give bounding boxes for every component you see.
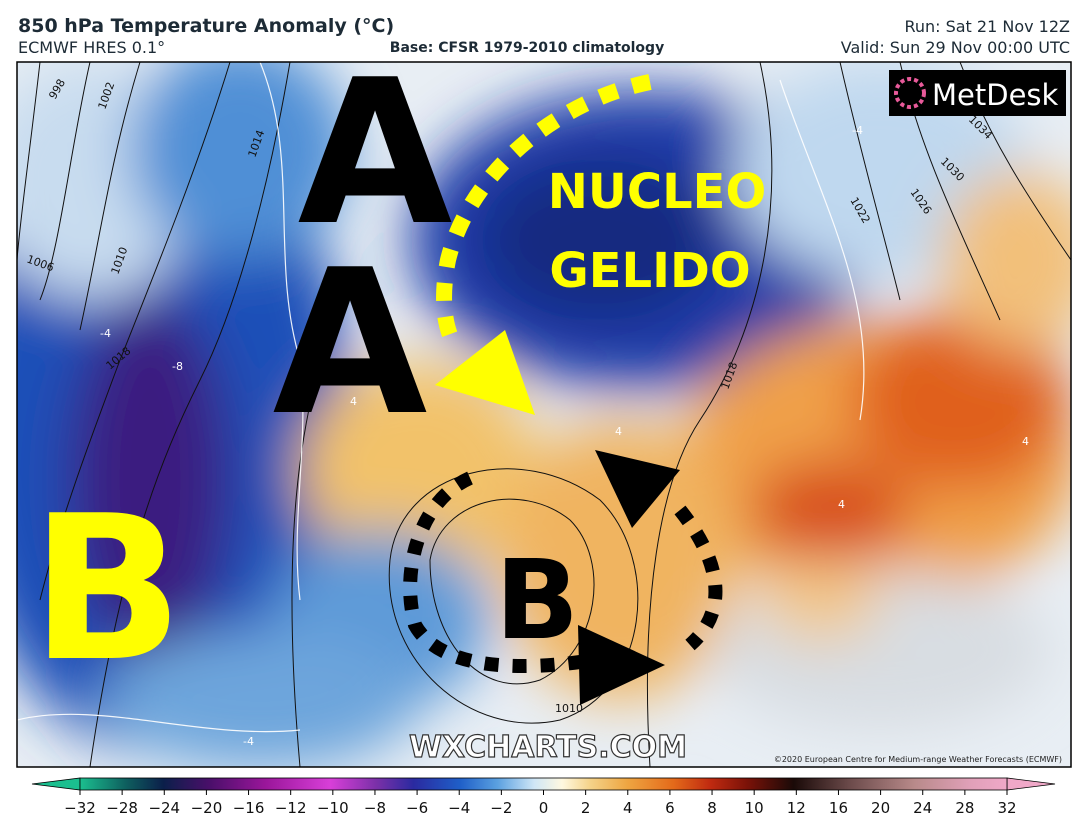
logo: MetDesk: [932, 78, 1059, 112]
anomaly-label: 4: [1022, 435, 1029, 448]
colorbar-bar: [79, 777, 1008, 791]
logo-icon: [894, 77, 926, 109]
high-label: A: [273, 227, 428, 460]
circulation-arrowhead: [595, 450, 680, 528]
high-label: A: [298, 37, 453, 270]
colorbar-tick-label: 28: [955, 799, 974, 817]
circulation-arrow: [403, 471, 581, 674]
colorbar-tick-label: 20: [871, 799, 890, 817]
anomaly-label: -4: [852, 124, 863, 137]
colorbar-tick-label: 0: [539, 799, 549, 817]
colorbar-tick-label: −8: [364, 799, 386, 817]
isobar-label: 1010: [555, 702, 583, 715]
anomaly-label: -4: [243, 735, 254, 748]
model: ECMWF HRES 0.1°: [18, 38, 165, 57]
cold-core-label: NUCLEO: [548, 164, 767, 220]
colorbar-tick-label: 6: [665, 799, 675, 817]
anomaly-label: 4: [615, 425, 622, 438]
anomaly-field: [17, 62, 1071, 767]
colorbar-tick-label: 12: [787, 799, 806, 817]
cold-core-label: GELIDO: [549, 243, 750, 299]
colorbar-tick-label: −4: [448, 799, 470, 817]
colorbar-tick-label: −2: [490, 799, 512, 817]
colorbar-tick-label: −12: [275, 799, 307, 817]
colorbar-extend-low: [31, 777, 81, 791]
colorbar-tick-label: 2: [581, 799, 591, 817]
valid: Valid: Sun 29 Nov 00:00 UTC: [841, 38, 1070, 57]
colorbar-tick-label: 24: [913, 799, 932, 817]
colorbar-tick-label: −20: [191, 799, 223, 817]
anomaly-label: 4: [838, 498, 845, 511]
base: Base: CFSR 1979-2010 climatology: [390, 40, 664, 56]
colorbar-extend-high: [1006, 777, 1056, 791]
colorbar-tick-label: 8: [707, 799, 717, 817]
colorbar-tick-label: 32: [997, 799, 1016, 817]
colorbar-tick-label: 10: [745, 799, 764, 817]
title: 850 hPa Temperature Anomaly (°C): [18, 15, 394, 37]
flow-arrow: [436, 74, 652, 350]
map: 998 1002 1014 1006 1010 1018 1022 1026 1…: [17, 37, 1071, 767]
run: Run: Sat 21 Nov 12Z: [904, 17, 1070, 36]
flow-arrowhead: [435, 330, 535, 415]
low-label: B: [495, 536, 579, 664]
colorbar-tick-label: −24: [148, 799, 180, 817]
colorbar: −32 −28 −24 −20 −16 −12 −10 −8 −6 −4 −2 0 2 4 6 8 10 12 16…: [31, 777, 1056, 817]
anomaly-label: -4: [100, 327, 111, 340]
colorbar-tick-label: −6: [406, 799, 428, 817]
anomaly-label: 4: [350, 395, 357, 408]
copyright: ©2020 European Centre for Medium-range W…: [774, 755, 1062, 764]
low-label: B: [31, 473, 183, 706]
circulation-arrowhead: [578, 625, 665, 705]
colorbar-tick-label: 16: [829, 799, 848, 817]
map-frame: [16, 61, 1072, 768]
anomaly-label: -8: [172, 360, 183, 373]
logo-box: [889, 70, 1066, 116]
zero-contours: [17, 62, 865, 733]
colorbar-tick-label: 4: [623, 799, 633, 817]
isobars: [17, 62, 1071, 767]
colorbar-tick-label: −10: [317, 799, 349, 817]
colorbar-tick-label: −28: [106, 799, 138, 817]
colorbar-tick-label: −16: [233, 799, 265, 817]
watermark: WXCHARTS.COM: [409, 730, 687, 765]
colorbar-tick-label: −32: [64, 799, 96, 817]
